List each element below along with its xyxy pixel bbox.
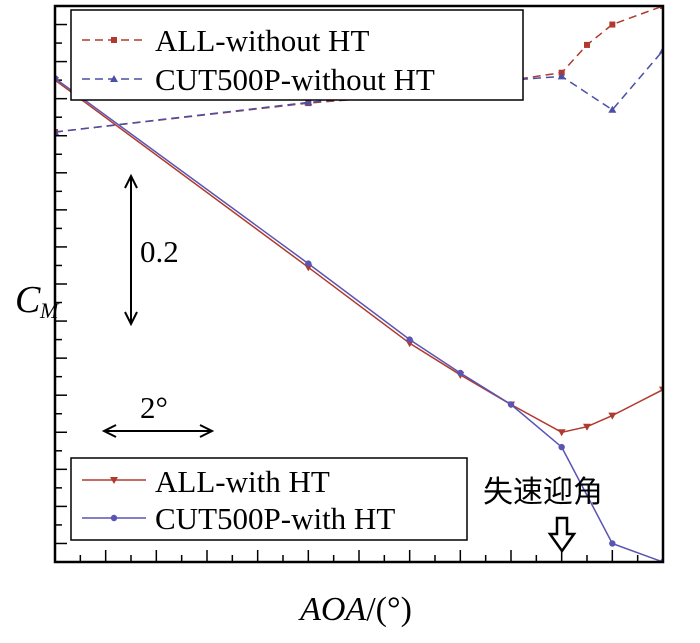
- data-point-cut500p-without-ht: [304, 98, 313, 106]
- legend-label-cut500p-with-ht: CUT500P-with HT: [155, 501, 395, 536]
- series-line-all-without-ht: [55, 6, 663, 133]
- stall-angle-label: 失速迎角: [483, 475, 603, 510]
- series-cut500p-with-ht: [55, 75, 663, 562]
- data-point-all-with-ht: [557, 429, 566, 437]
- legend-lower-box: [70, 457, 468, 541]
- y-axis-title: C M: [15, 279, 60, 323]
- data-point-cut500p-with-ht: [507, 401, 515, 408]
- y-axis-title-sub: M: [39, 298, 60, 323]
- x-axis-title: AOA/(°): [298, 591, 412, 628]
- legend-sample-cut500p-without-ht: [82, 75, 146, 82]
- data-point-cut500p-with-ht: [406, 336, 413, 343]
- data-point-cut500p-without-ht: [557, 72, 566, 80]
- data-point-cut500p-with-ht: [305, 260, 312, 267]
- legend-sample-cut500p-with-ht: [82, 514, 146, 522]
- x-axis-title-unit: /(°): [366, 591, 412, 628]
- vertical-scale-arrow: [124, 173, 138, 327]
- data-point-all-without-ht: [660, 6, 663, 9]
- legend-label-all-without-ht: ALL-without HT: [155, 23, 369, 58]
- legend-lower: ALL-with HT CUT500P-with HT: [70, 457, 468, 541]
- legend-upper-box: [70, 9, 524, 101]
- data-point-cut500p-with-ht: [457, 369, 464, 377]
- data-point-all-with-ht: [608, 412, 617, 420]
- legend-marker: [111, 37, 117, 43]
- data-point-cut500p-without-ht: [608, 105, 617, 113]
- legend-marker: [110, 75, 118, 82]
- data-point-cut500p-with-ht: [609, 540, 616, 547]
- legend-label-all-with-ht: ALL-with HT: [155, 464, 330, 499]
- x-axis-title-var: AOA: [298, 591, 366, 628]
- legend-marker: [110, 514, 118, 522]
- legend-label-cut500p-without-ht: CUT500P-without HT: [155, 62, 435, 97]
- data-point-cut500p-with-ht: [558, 443, 565, 451]
- legend-upper: ALL-without HT CUT500P-without HT: [70, 9, 524, 101]
- series-line-cut500p-with-ht: [55, 77, 663, 562]
- horizontal-scale-arrow: [101, 424, 215, 438]
- stall-arrow-icon: [547, 516, 577, 554]
- plot-frame: [53, 4, 665, 564]
- vertical-scale-label: 0.2: [140, 234, 179, 269]
- legend-marker: [110, 477, 118, 484]
- data-point-all-with-ht: [583, 423, 591, 431]
- y-axis-title-main: C: [15, 279, 41, 321]
- legend-sample-all-with-ht: [82, 477, 146, 484]
- horizontal-scale-label: 2°: [140, 390, 168, 425]
- data-point-all-without-ht: [609, 21, 616, 28]
- legend-sample-all-without-ht: [82, 37, 146, 43]
- data-point-all-without-ht: [584, 41, 590, 48]
